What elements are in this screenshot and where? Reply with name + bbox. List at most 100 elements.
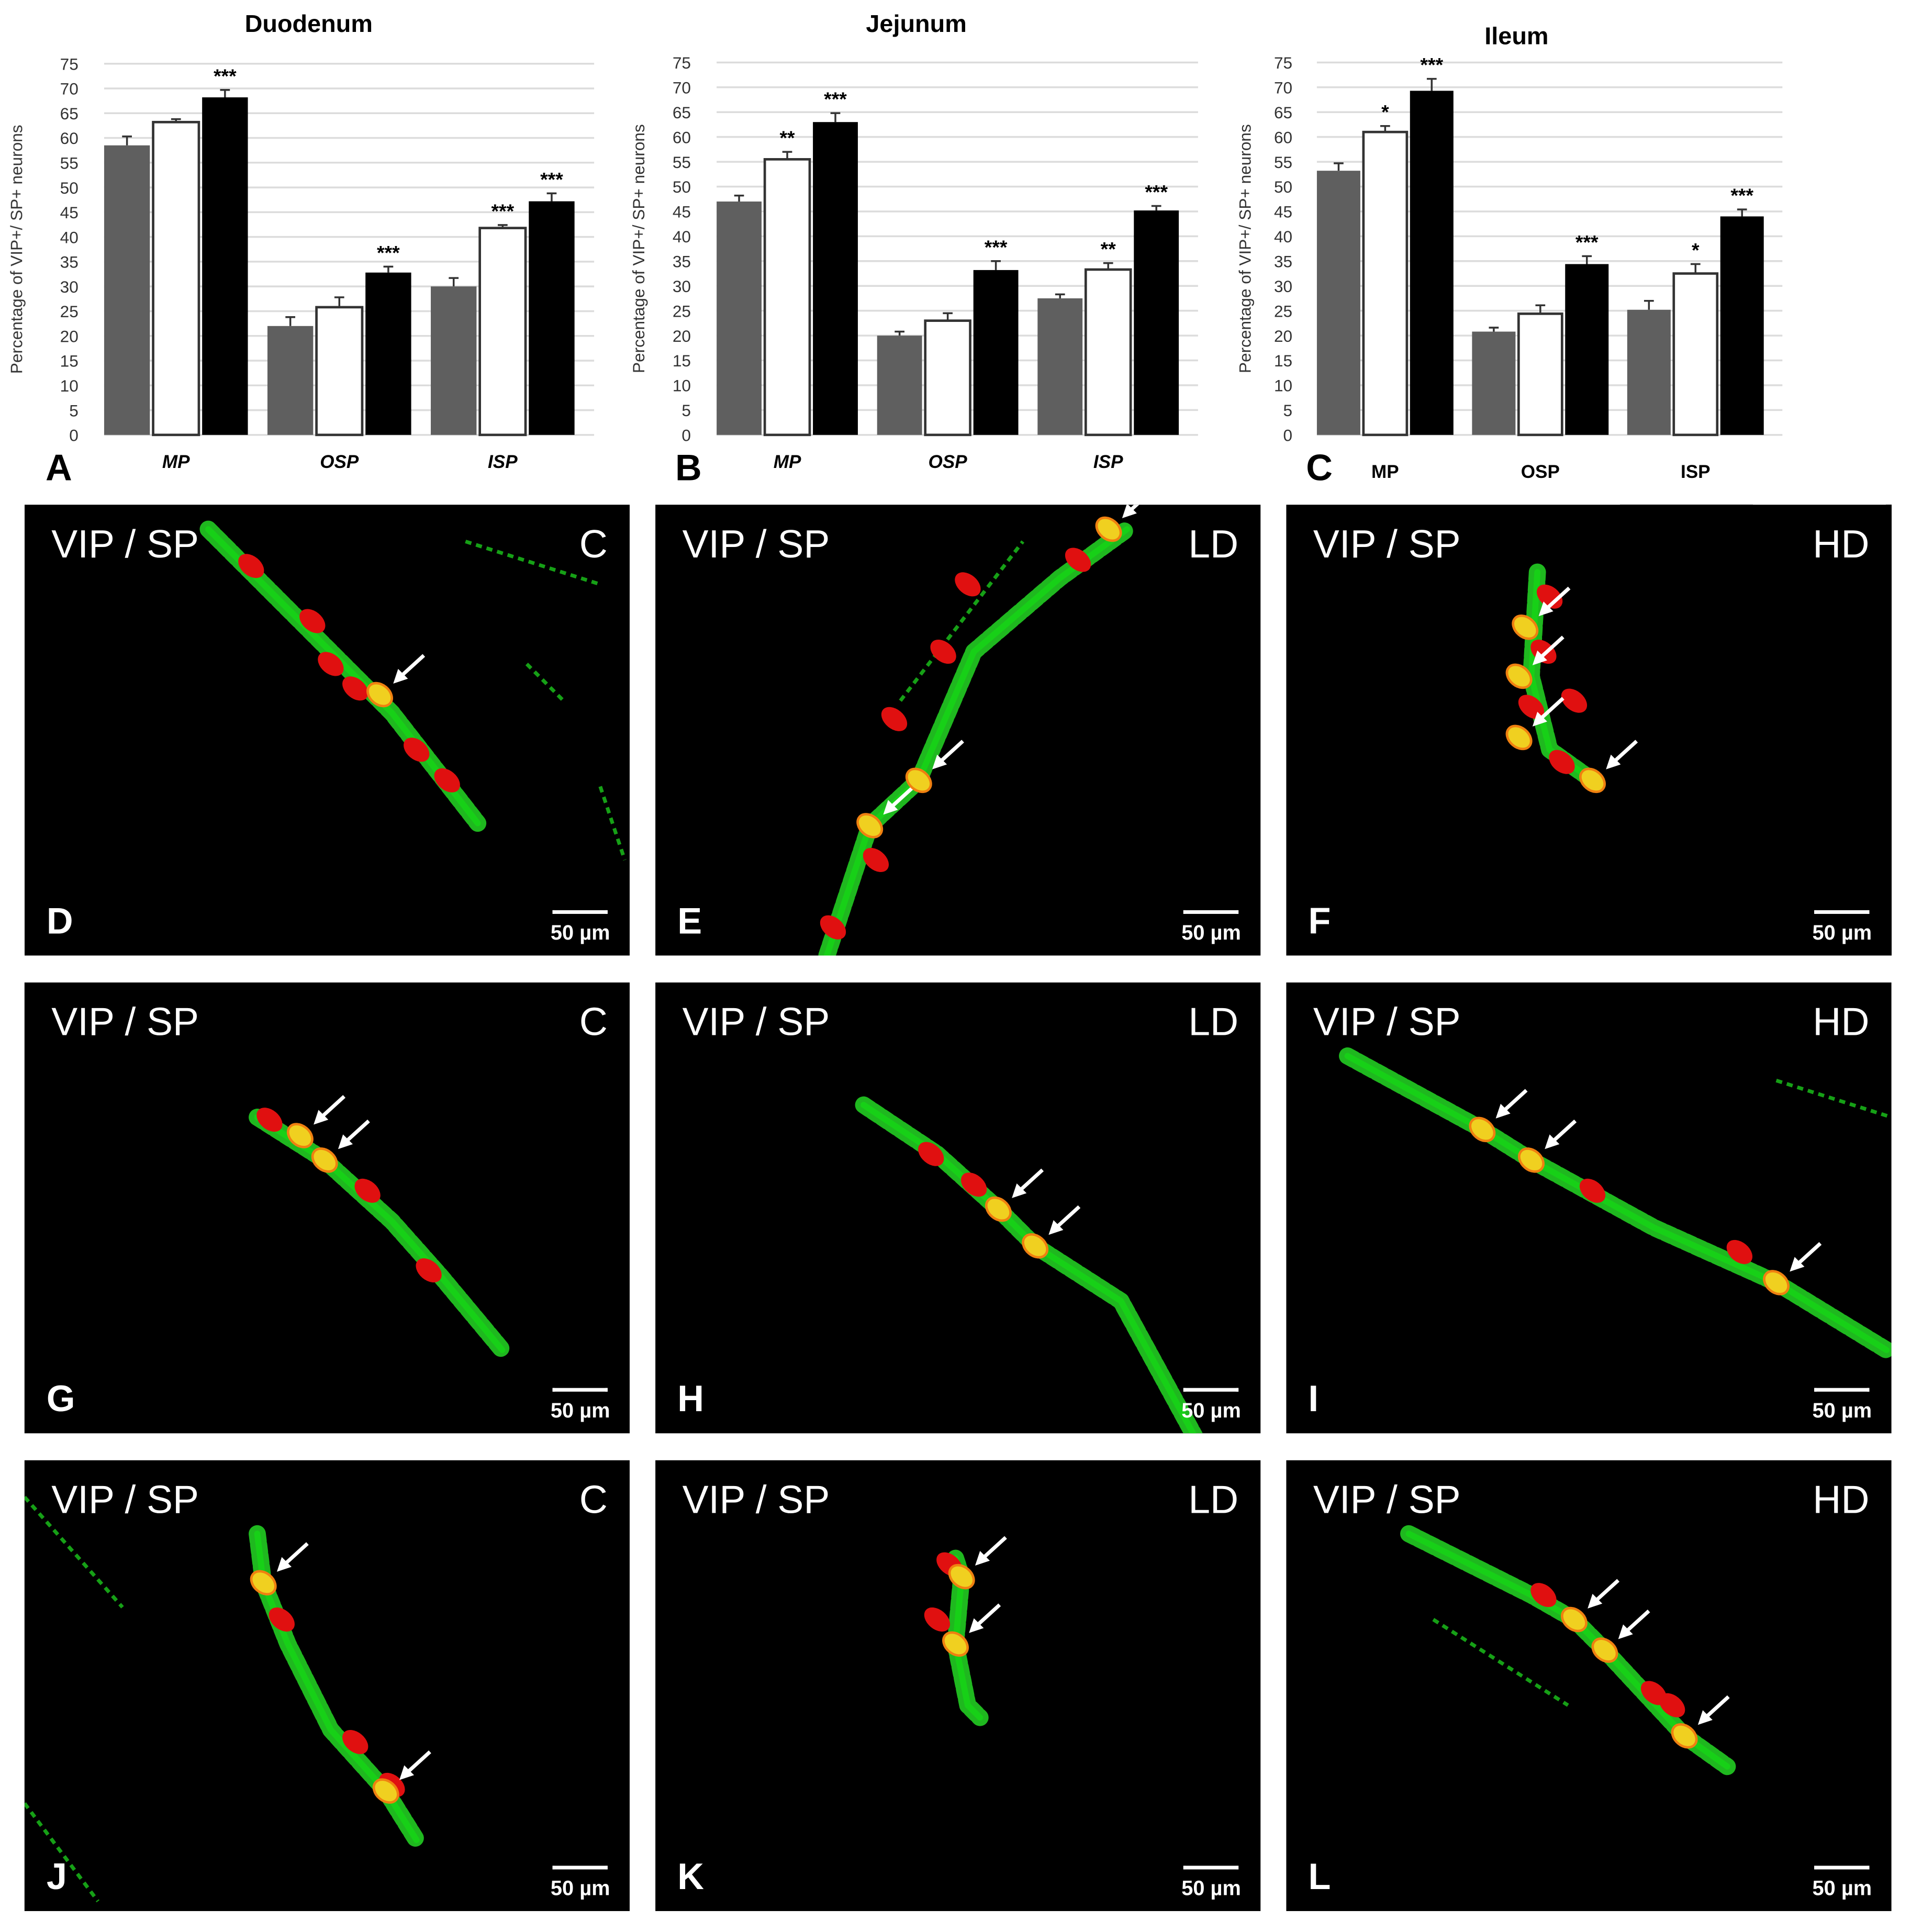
double-labeled-neuron <box>1469 1116 1496 1143</box>
sp-neuron <box>955 572 981 597</box>
group-label: LD <box>1188 522 1239 566</box>
sp-neuron <box>1579 1178 1606 1203</box>
sp-neuron <box>342 1729 368 1755</box>
arrow-head-icon <box>1012 1183 1027 1198</box>
y-axis-label: Percentage of VIP+/ SP+ neurons <box>1236 124 1255 373</box>
bar <box>1720 216 1764 435</box>
significance-label: *** <box>985 236 1008 258</box>
double-labeled-neuron <box>942 1631 969 1657</box>
arrow-head-icon <box>883 800 898 815</box>
stain-label: VIP / SP <box>1313 522 1461 566</box>
scale-bar-label: 50 µm <box>1812 921 1872 945</box>
arrow-head-icon <box>314 1110 329 1125</box>
category-label: ISP <box>488 452 518 472</box>
micrograph-h: VIP / SP LD H 50 µm <box>655 982 1261 1434</box>
sp-neuron <box>820 915 846 940</box>
bar <box>431 286 477 435</box>
y-tick-label: 35 <box>673 252 691 271</box>
panel-letter: L <box>1308 1857 1331 1898</box>
y-tick-label: 20 <box>60 327 79 345</box>
y-tick-label: 5 <box>69 401 79 420</box>
chart-ileum: Ileum Percentage of VIP+/ SP+ neurons 0 5 10… <box>1231 0 1893 490</box>
stain-label: VIP / SP <box>682 522 830 566</box>
significance-label: *** <box>377 241 400 263</box>
significance-label: *** <box>824 88 847 110</box>
panel-letter: D <box>46 901 73 942</box>
panel-letter: E <box>677 901 702 942</box>
micrograph-g: VIP / SP C G 50 µm <box>24 982 630 1434</box>
y-tick-label: 15 <box>60 352 79 371</box>
micrograph-image <box>1400 1525 1736 1775</box>
sp-neuron <box>930 640 956 664</box>
micrograph-k: VIP / SP LD K 50 µm <box>655 1460 1261 1912</box>
green-fibers <box>899 540 1025 702</box>
y-tick-label: 60 <box>1274 128 1292 147</box>
y-tick-label: 15 <box>673 351 691 370</box>
y-tick-label: 60 <box>60 129 79 148</box>
micrograph-d: VIP / SP C D 50 µm <box>24 505 630 956</box>
sp-neuron <box>1530 1583 1557 1607</box>
sp-neuron <box>1726 1239 1753 1264</box>
stain-label: VIP / SP <box>51 522 199 566</box>
chart-svg: Jejunum Percentage of VIP+/ SP+ neurons 0 5… <box>629 10 1198 488</box>
double-labeled-neuron <box>1671 1723 1698 1749</box>
stain-label: VIP / SP <box>1313 999 1461 1044</box>
bar <box>1134 210 1179 435</box>
y-tick-label: 10 <box>1274 376 1292 395</box>
y-tick-label: 35 <box>1274 252 1292 271</box>
scale-bar: 50 µm <box>1181 1388 1241 1424</box>
double-labeled-neuron <box>905 767 932 794</box>
scale-bar: 50 µm <box>1813 910 1872 946</box>
y-tick-label: 0 <box>681 426 691 445</box>
sp-neuron <box>342 676 368 701</box>
y-tick-label: 0 <box>1283 426 1293 445</box>
arrow-head-icon <box>1495 1103 1511 1119</box>
panel-letter: H <box>677 1379 704 1420</box>
double-labeled-neuron <box>1518 1147 1545 1173</box>
category-label: ISP <box>1681 462 1711 482</box>
arrow-head-icon <box>1532 650 1547 665</box>
y-tick-label: 25 <box>1274 301 1292 320</box>
scale-bar: 50 µm <box>1813 1866 1872 1901</box>
group-label: C <box>579 522 608 566</box>
y-tick-label: 70 <box>60 80 79 98</box>
bar <box>529 201 575 435</box>
group-label: HD <box>1813 999 1870 1044</box>
green-fibers <box>205 526 481 827</box>
arrow-head-icon <box>1618 1624 1633 1639</box>
scale-bar-label: 50 µm <box>1812 1399 1872 1423</box>
sp-neuron <box>416 1258 442 1283</box>
scale-bar: 50 µm <box>1181 1866 1241 1901</box>
scale-bar-line <box>553 910 608 914</box>
chart-svg: Ileum Percentage of VIP+/ SP+ neurons 0 5 10… <box>1236 22 1783 488</box>
sp-neuron <box>924 1607 951 1632</box>
bar <box>1627 309 1671 435</box>
y-axis-label: Percentage of VIP+/ SP+ neurons <box>629 124 648 373</box>
arrow-head-icon <box>1545 1134 1560 1149</box>
scale-bar: 50 µm <box>551 910 610 946</box>
sp-neuron <box>918 1142 944 1166</box>
micrograph-image <box>1505 563 1638 794</box>
stain-label: VIP / SP <box>51 1477 199 1522</box>
significance-label: *** <box>214 65 237 87</box>
chart-duodenum: Duodenum Percentage of VIP+/ SP+ neurons 0… <box>0 0 637 490</box>
arrow-head-icon <box>276 1557 292 1572</box>
bar <box>1362 130 1409 437</box>
y-tick-label: 45 <box>1274 203 1292 221</box>
sp-neuron <box>960 1172 987 1197</box>
y-tick-label: 45 <box>60 203 79 222</box>
arrow-head-icon <box>1790 1257 1805 1272</box>
double-labeled-neuron <box>1591 1637 1618 1663</box>
bar <box>877 336 922 435</box>
y-tick-label: 5 <box>1283 401 1293 420</box>
green-fibers <box>1775 1078 1892 1119</box>
double-labeled-neuron <box>1512 615 1539 640</box>
bar <box>717 201 762 435</box>
y-tick-label: 75 <box>60 54 79 73</box>
panel-letter: C <box>1306 446 1333 488</box>
stain-label: VIP / SP <box>682 999 830 1044</box>
double-labeled-neuron <box>1095 516 1122 542</box>
y-tick-label: 40 <box>673 227 691 246</box>
green-fibers <box>249 1109 511 1359</box>
